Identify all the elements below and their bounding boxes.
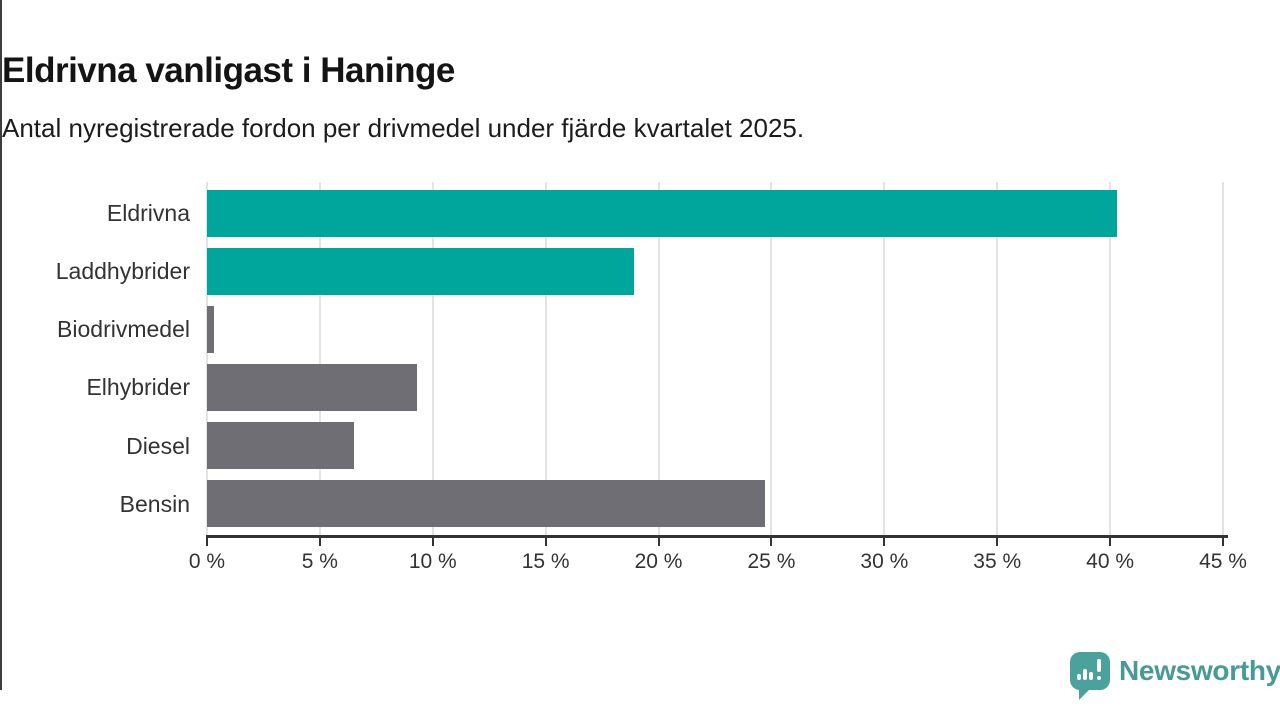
gridline-5 [318, 182, 321, 535]
speech-bubble-tail [1079, 688, 1091, 700]
logo-exclamation-dot [1097, 676, 1101, 680]
gridline-45 [1222, 182, 1224, 535]
brand-name: Newsworthy [1119, 655, 1280, 686]
gridline-10 [431, 182, 434, 535]
bar-biodrivmedel [207, 305, 214, 353]
newsworthy-logo: Newsworthy [1070, 652, 1280, 700]
gridline-20 [657, 182, 660, 535]
bar-laddhybrider [207, 247, 634, 295]
category-label: Bensin [119, 490, 190, 517]
x-tick [544, 538, 547, 546]
x-axis-line [206, 535, 1228, 538]
x-tick [431, 538, 434, 546]
x-tick-label: 40 % [1086, 550, 1135, 573]
gridline-35 [996, 182, 999, 535]
bar-bensin [207, 480, 765, 528]
gridline-25 [770, 182, 773, 535]
logo-bar-1 [1077, 674, 1081, 680]
x-tick-label: 10 % [408, 550, 457, 573]
x-tick [996, 538, 999, 546]
x-tick-label: 25 % [747, 550, 796, 573]
gridline-40 [1109, 182, 1112, 535]
category-label: Diesel [126, 432, 190, 459]
x-tick-label: 30 % [860, 550, 909, 573]
bar-elhybrider [207, 363, 417, 411]
x-tick [206, 538, 208, 546]
x-tick-label: 5 % [301, 550, 338, 573]
x-tick [1109, 538, 1112, 546]
bar-eldrivna [207, 189, 1117, 237]
bar-diesel [207, 422, 354, 470]
x-tick-label: 20 % [634, 550, 683, 573]
bar-chart-speech-bubble-icon [1070, 652, 1110, 700]
category-label: Biodrivmedel [57, 316, 190, 343]
x-tick [883, 538, 886, 546]
x-tick-label: 45 % [1199, 550, 1247, 573]
screen-edge-line [0, 0, 2, 690]
category-label: Elhybrider [86, 374, 190, 401]
logo-exclamation-bar [1097, 659, 1101, 672]
gridline-30 [883, 182, 886, 535]
category-label: Eldrivna [106, 200, 190, 226]
logo-bar-3 [1089, 672, 1093, 680]
x-tick [318, 538, 321, 546]
category-label: Laddhybrider [55, 258, 190, 285]
x-tick-label: 0 % [188, 550, 226, 573]
gridline-15 [544, 182, 547, 535]
x-tick-label: 15 % [521, 550, 570, 573]
page-title: Eldrivna vanligast i Haninge [2, 51, 455, 91]
chart-subtitle: Antal nyregistrerade fordon per drivmede… [2, 113, 805, 143]
x-tick [1222, 538, 1224, 546]
gridline-0 [206, 182, 208, 535]
logo-bar-2 [1083, 669, 1087, 680]
x-tick [770, 538, 773, 546]
x-tick [657, 538, 660, 546]
x-tick-label: 35 % [973, 550, 1022, 573]
